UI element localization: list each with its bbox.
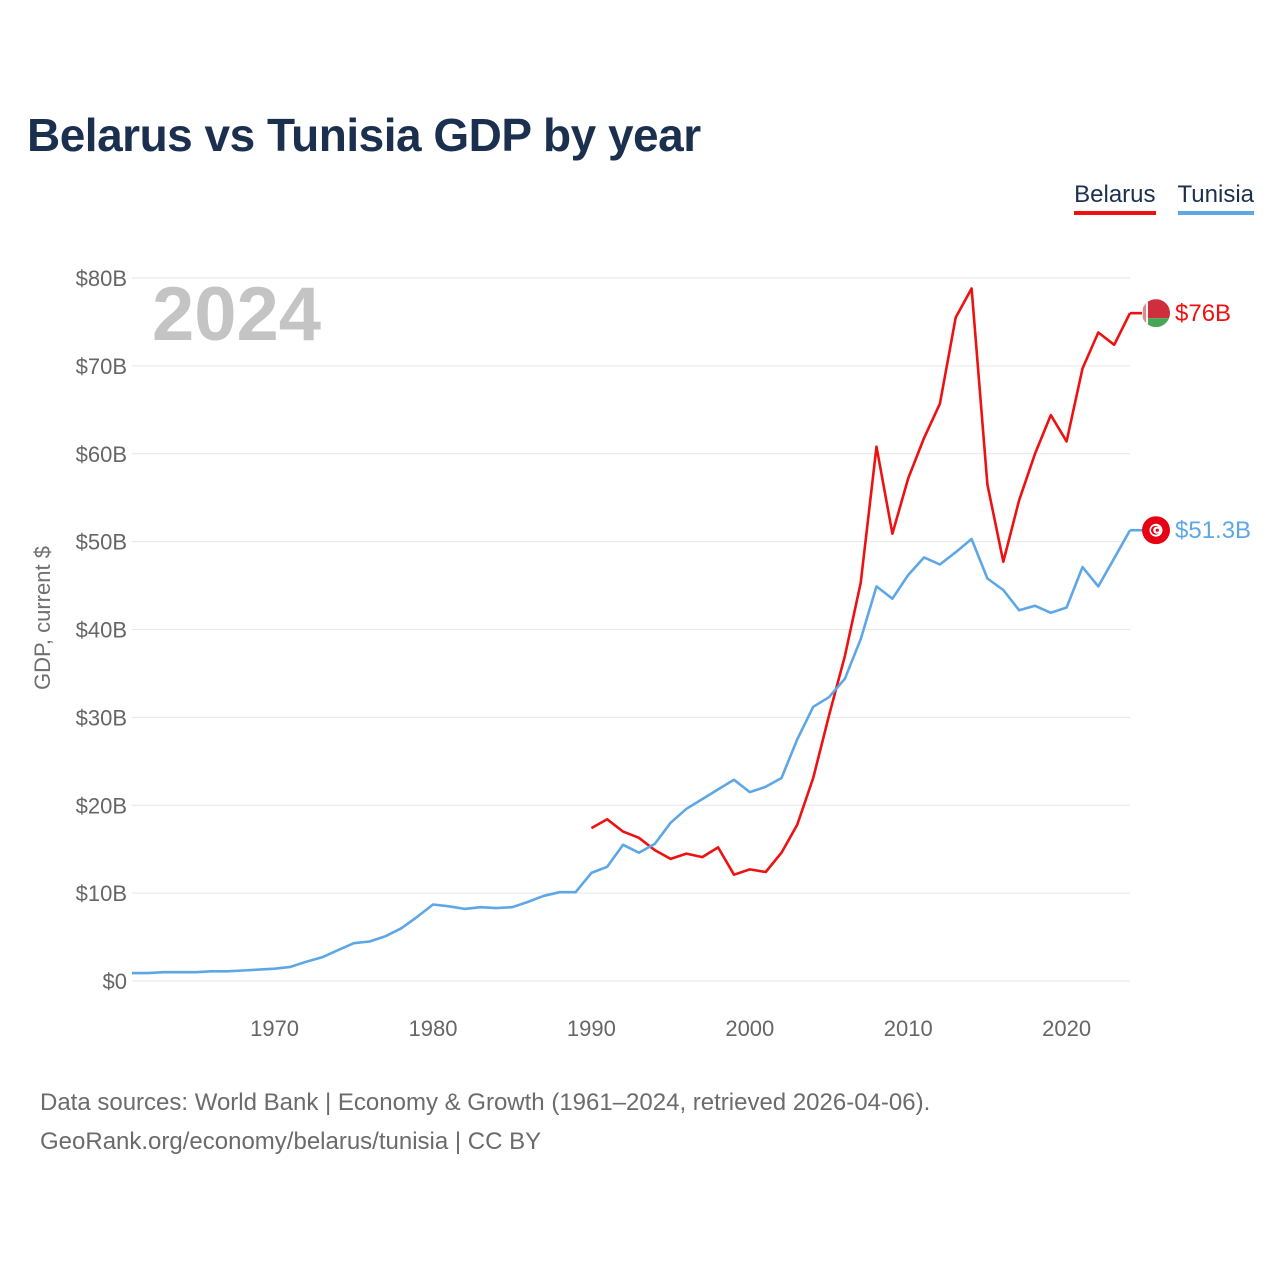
legend-item-belarus[interactable]: Belarus: [1074, 181, 1156, 215]
line-chart: $0$10B$20B$30B$40B$50B$60B$70B$80B 1970 1…: [30, 266, 1251, 1041]
x-tick-label: 2020: [1042, 1016, 1091, 1041]
y-axis-ticks: $0 $10B $20B $30B $40B $50B $60B $70B $80B: [76, 266, 127, 994]
y-tick-label: $40B: [76, 618, 127, 643]
x-tick-label: 2000: [725, 1016, 774, 1041]
y-tick-label: $50B: [76, 530, 127, 555]
tunisia-flag-icon: [1142, 516, 1170, 545]
end-label-tunisia: $51.3B: [1175, 517, 1251, 544]
series-line-belarus: [590, 287, 1132, 877]
legend: Belarus Tunisia: [1074, 181, 1254, 215]
end-label-belarus: $76B: [1175, 300, 1231, 327]
y-tick-label: $60B: [76, 442, 127, 467]
legend-item-tunisia[interactable]: Tunisia: [1177, 181, 1254, 215]
x-axis-ticks: 1970 1980 1990 2000 2010 2020: [250, 1016, 1091, 1041]
grid-lines: [132, 277, 1130, 982]
footer-sources: Data sources: World Bank | Economy & Gro…: [40, 1089, 931, 1116]
footer: Data sources: World Bank | Economy & Gro…: [40, 1083, 930, 1161]
year-watermark: 2024: [152, 272, 321, 357]
end-labels: $76B $51.3B: [1142, 299, 1251, 545]
y-tick-label: $0: [103, 969, 127, 994]
belarus-flag-icon: [1142, 299, 1170, 328]
footer-link[interactable]: GeoRank.org/economy/belarus/tunisia | CC…: [40, 1128, 542, 1155]
y-tick-label: $70B: [76, 354, 127, 379]
y-tick-label: $80B: [76, 266, 127, 291]
chart-title: Belarus vs Tunisia GDP by year: [27, 109, 701, 161]
y-tick-label: $10B: [76, 881, 127, 906]
series-lines: [132, 287, 1142, 975]
x-tick-label: 1970: [250, 1016, 299, 1041]
y-tick-label: $20B: [76, 793, 127, 818]
y-axis-label: GDP, current $: [30, 546, 55, 690]
x-tick-label: 1990: [567, 1016, 616, 1041]
x-tick-label: 1980: [409, 1016, 458, 1041]
series-line-tunisia: [132, 529, 1132, 975]
y-tick-label: $30B: [76, 705, 127, 730]
x-tick-label: 2010: [884, 1016, 933, 1041]
